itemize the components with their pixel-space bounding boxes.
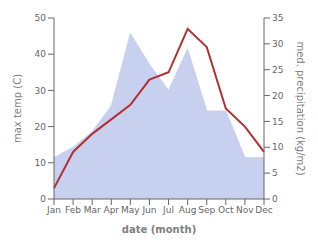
svg-text:25: 25	[272, 65, 283, 75]
svg-text:Jul: Jul	[162, 205, 174, 215]
svg-text:Feb: Feb	[65, 205, 81, 215]
svg-text:Mar: Mar	[84, 205, 101, 215]
svg-text:40: 40	[35, 49, 47, 59]
svg-text:10: 10	[272, 142, 284, 152]
svg-text:med. precipitation (kg/m2): med. precipitation (kg/m2)	[295, 41, 306, 175]
svg-text:May: May	[121, 205, 140, 215]
svg-text:Aug: Aug	[179, 205, 197, 215]
svg-text:date (month): date (month)	[122, 224, 196, 235]
svg-text:Jun: Jun	[141, 205, 156, 215]
svg-text:50: 50	[35, 13, 47, 23]
svg-text:Nov: Nov	[236, 205, 254, 215]
svg-text:10: 10	[35, 158, 47, 168]
svg-text:15: 15	[272, 117, 283, 127]
svg-text:30: 30	[272, 39, 284, 49]
svg-text:20: 20	[272, 91, 284, 101]
svg-text:0: 0	[40, 194, 46, 204]
svg-text:Dec: Dec	[255, 205, 272, 215]
svg-text:0: 0	[272, 194, 278, 204]
svg-text:max temp (C): max temp (C)	[12, 74, 23, 143]
svg-text:Sep: Sep	[198, 205, 215, 215]
svg-text:Apr: Apr	[103, 205, 119, 215]
svg-text:Jan: Jan	[46, 205, 61, 215]
svg-text:Oct: Oct	[218, 205, 234, 215]
svg-text:5: 5	[272, 168, 278, 178]
svg-text:30: 30	[35, 86, 47, 96]
svg-text:20: 20	[35, 122, 47, 132]
svg-text:35: 35	[272, 13, 283, 23]
